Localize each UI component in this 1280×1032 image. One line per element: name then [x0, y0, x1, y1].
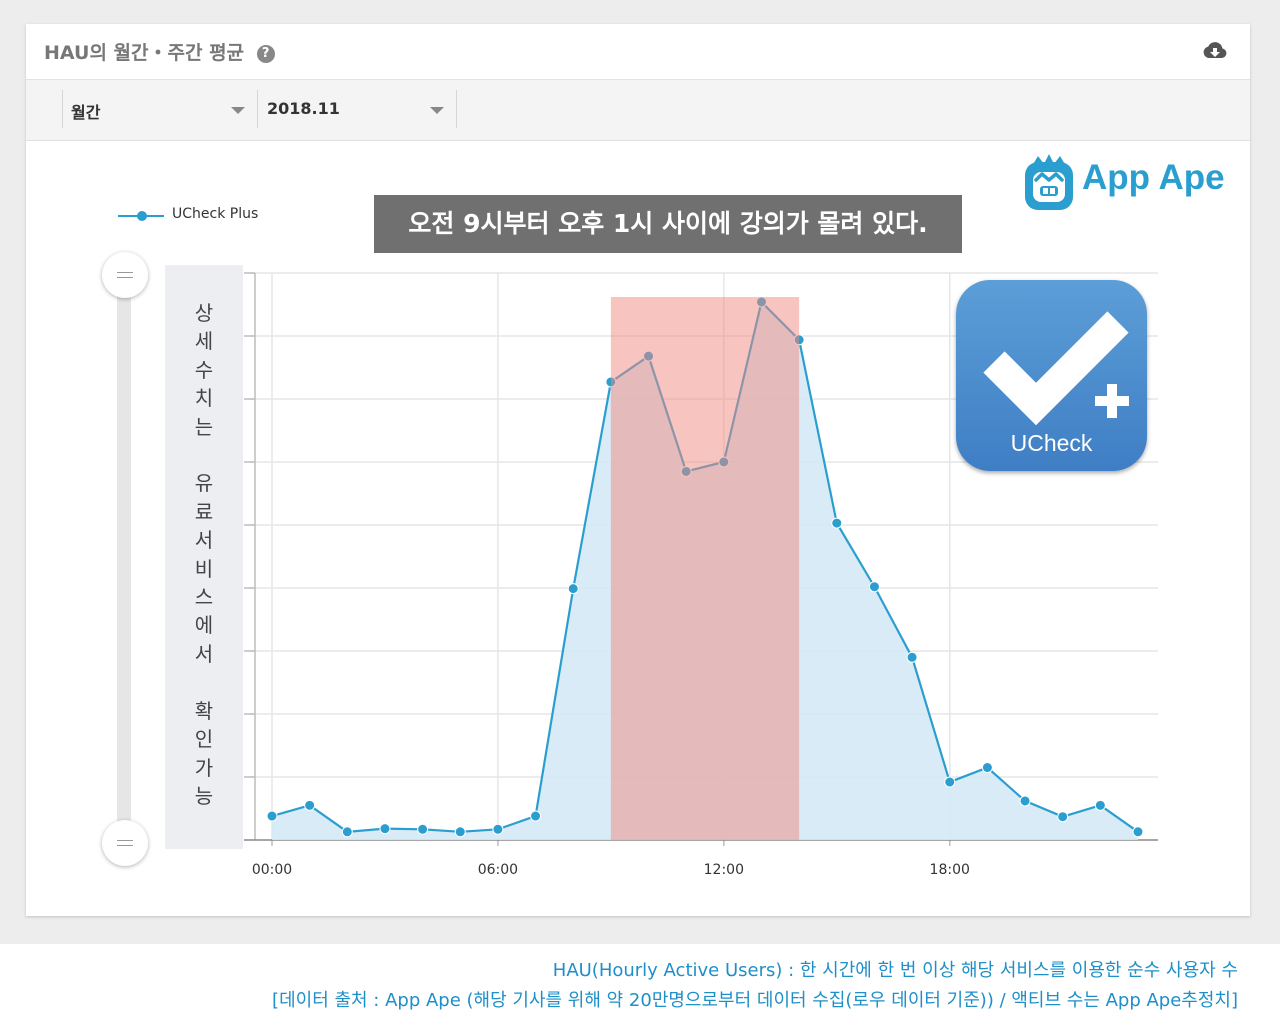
card-title: HAU의 월간・주간 평균 ?: [44, 38, 275, 65]
chart-callout: 오전 9시부터 오후 1시 사이에 강의가 몰려 있다.: [374, 195, 962, 253]
x-tick-label: 18:00: [930, 862, 970, 878]
data-point: [492, 823, 504, 835]
data-point: [567, 583, 579, 595]
data-point: [1132, 826, 1144, 838]
app-icon-name: UCheck: [1010, 430, 1093, 456]
legend-dot-marker: [137, 211, 147, 221]
data-point: [831, 517, 843, 529]
data-point: [906, 651, 918, 663]
data-point: [530, 810, 542, 822]
month-select[interactable]: 2018.11: [259, 90, 457, 128]
range-slider-bottom-handle[interactable]: [102, 820, 148, 866]
ucheck-app-icon: UCheck: [956, 280, 1147, 471]
data-point: [266, 810, 278, 822]
grip-line: [117, 845, 133, 846]
period-select-value: 월간: [71, 103, 101, 122]
range-slider-track[interactable]: [117, 277, 131, 843]
grip-line: [117, 272, 133, 273]
data-point: [379, 823, 391, 835]
app-ape-logo-text: App Ape: [1082, 158, 1225, 197]
x-tick-label: 06:00: [478, 862, 518, 878]
period-select[interactable]: 월간: [62, 90, 258, 128]
data-point: [1094, 799, 1106, 811]
page-background: HAU의 월간・주간 평균 ? 월간 2018.11 UCheck Plus: [0, 0, 1280, 944]
footer-data-source: [데이터 출처 : App Ape (해당 기사를 위해 약 20만명으로부터 …: [272, 990, 1238, 1011]
data-point: [944, 776, 956, 788]
range-slider-top-handle[interactable]: [102, 252, 148, 298]
help-icon[interactable]: ?: [256, 45, 275, 63]
month-select-value: 2018.11: [267, 99, 340, 118]
x-tick-label: 00:00: [252, 862, 292, 878]
caret-down-icon: [231, 107, 245, 114]
locked-values-notice: 상 세 수 치 는 유 료 서 비 스 에 서 확 인 가 능: [194, 301, 214, 808]
data-point: [341, 826, 353, 838]
data-point: [417, 823, 429, 835]
data-point: [1057, 811, 1069, 823]
footer-hau-definition: HAU(Hourly Active Users) : 한 시간에 한 번 이상 …: [552, 960, 1238, 981]
data-point: [454, 826, 466, 838]
footer-notes: HAU(Hourly Active Users) : 한 시간에 한 번 이상 …: [272, 956, 1238, 1016]
app-ape-logo: App Ape: [1022, 152, 1225, 214]
x-tick-label: 12:00: [704, 862, 744, 878]
data-point: [868, 581, 880, 593]
highlight-band-9-to-14: [610, 297, 800, 840]
hau-chart: 00:00 06:00 12:00 18:00: [244, 272, 1158, 878]
locked-values-panel: 상 세 수 치 는 유 료 서 비 스 에 서 확 인 가 능: [165, 265, 243, 849]
grip-line: [117, 840, 133, 841]
caret-down-icon: [430, 107, 444, 114]
checkmark-icon: [983, 311, 1129, 426]
grip-line: [117, 277, 133, 278]
legend-series-label: UCheck Plus: [172, 206, 259, 222]
card-title-text: HAU의 월간・주간 평균: [44, 42, 245, 64]
cloud-download-icon[interactable]: [1202, 40, 1228, 62]
app-ape-mascot-icon: [1025, 154, 1073, 210]
data-point: [304, 799, 316, 811]
card-header: HAU의 월간・주간 평균 ?: [26, 24, 1250, 80]
filter-bar: 월간 2018.11: [26, 80, 1250, 141]
data-point: [981, 762, 993, 774]
data-point: [1019, 795, 1031, 807]
